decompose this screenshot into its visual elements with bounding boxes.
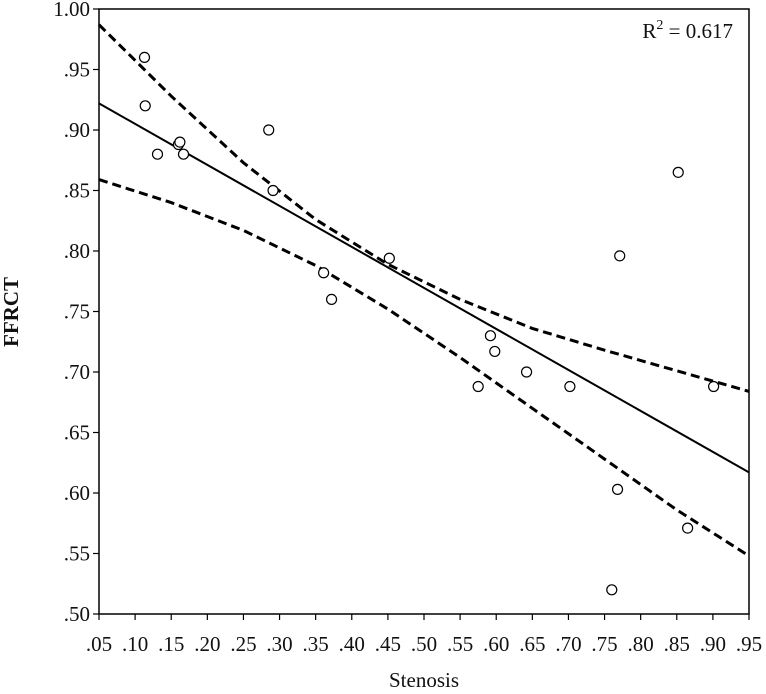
data-point	[263, 124, 275, 136]
x-tick-label: .95	[736, 632, 762, 656]
x-tick-label: .55	[447, 632, 473, 656]
y-tick-label: .70	[64, 360, 90, 384]
data-point	[177, 148, 190, 160]
x-tick-label: .05	[86, 632, 112, 656]
r-squared-superscript: 2	[656, 18, 663, 33]
y-axis: .50 .55 .60 .65 .70 .75 .80 .85 .90 .95 1.00	[53, 0, 99, 626]
x-axis-title: Stenosis	[389, 668, 459, 692]
data-points-layer	[138, 51, 720, 596]
data-point	[139, 100, 151, 112]
data-point	[682, 522, 694, 534]
x-tick-label: .75	[591, 632, 617, 656]
data-point	[484, 330, 497, 342]
data-point	[267, 184, 279, 197]
y-tick-label: .50	[64, 602, 90, 626]
x-tick-label: .85	[664, 632, 690, 656]
y-tick-label: .90	[64, 118, 90, 142]
ci-upper-curve	[97, 23, 750, 393]
data-point	[489, 345, 501, 358]
data-point	[564, 380, 576, 393]
x-tick-label: .90	[700, 632, 726, 656]
x-tick-label: .80	[628, 632, 654, 656]
plot-area-frame	[98, 8, 750, 615]
data-point	[318, 267, 330, 279]
x-tick-label: .60	[483, 632, 509, 656]
data-point	[138, 51, 151, 64]
regression-line	[98, 102, 750, 474]
data-point	[383, 252, 395, 264]
r-squared-base: R	[642, 19, 656, 43]
x-tick-label: .25	[230, 632, 256, 656]
confidence-interval-layer	[97, 23, 750, 558]
x-tick-label: .50	[411, 632, 437, 656]
y-tick-label: .60	[64, 481, 90, 505]
y-tick-label: 1.00	[53, 0, 90, 21]
r-squared-value: = 0.617	[663, 19, 733, 43]
x-tick-label: .45	[375, 632, 401, 656]
data-point	[672, 166, 684, 178]
data-point	[151, 148, 164, 160]
x-tick-label: .40	[339, 632, 365, 656]
data-point	[611, 483, 624, 495]
y-tick-label: .55	[64, 542, 90, 566]
data-point	[606, 584, 618, 596]
x-tick-label: .30	[266, 632, 292, 656]
x-tick-label: .35	[303, 632, 329, 656]
data-point	[708, 380, 720, 393]
y-tick-label: .75	[64, 300, 90, 324]
x-tick-label: .65	[519, 632, 545, 656]
x-tick-label: .15	[158, 632, 184, 656]
y-tick-label: .85	[64, 179, 90, 203]
x-tick-label: .20	[194, 632, 220, 656]
y-tick-label: .95	[64, 58, 90, 82]
x-tick-label: .70	[555, 632, 581, 656]
r-squared-annotation: R2 = 0.617	[642, 18, 733, 43]
data-point	[614, 250, 626, 262]
x-tick-label: .10	[122, 632, 148, 656]
data-point	[174, 136, 186, 148]
data-point	[520, 366, 533, 378]
y-tick-label: .80	[64, 239, 90, 263]
regression-line-layer	[98, 102, 750, 474]
y-tick-label: .65	[64, 421, 90, 445]
y-axis-title: FFRCT	[0, 277, 23, 347]
data-point	[325, 293, 338, 305]
x-axis: .05 .10 .15 .20 .25 .30 .35 .40 .45 .50 .55 .60 .65.…	[86, 614, 762, 656]
ci-lower-curve	[98, 178, 750, 558]
data-point	[472, 380, 484, 393]
